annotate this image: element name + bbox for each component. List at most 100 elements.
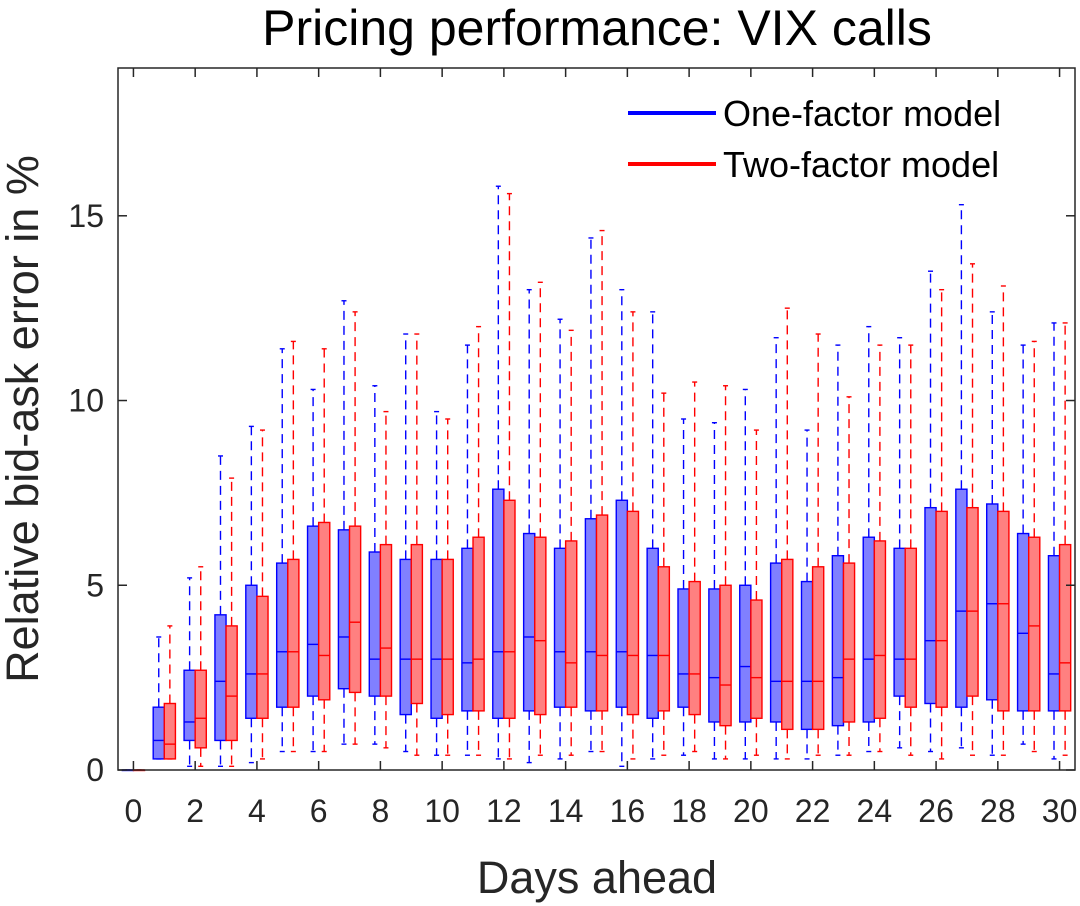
box-iqr — [430, 558, 443, 719]
box-iqr — [997, 510, 1010, 712]
box-iqr — [708, 588, 721, 723]
box-one-factor-day-2 — [183, 577, 196, 768]
box-two-factor-day-23 — [842, 396, 856, 756]
box-iqr — [862, 536, 876, 723]
box-two-factor-day-1 — [163, 625, 177, 760]
box-iqr — [626, 510, 640, 716]
box-two-factor-day-3 — [225, 477, 238, 768]
box-iqr — [986, 503, 999, 701]
y-tick-label: 0 — [86, 752, 104, 788]
box-iqr — [584, 518, 598, 712]
x-tick-label: 2 — [186, 793, 204, 829]
box-iqr — [595, 514, 609, 712]
box-iqr — [688, 580, 701, 716]
y-tick-label: 15 — [68, 198, 104, 234]
box-iqr — [534, 536, 547, 716]
box-iqr — [399, 558, 412, 716]
box-iqr — [492, 488, 505, 719]
x-tick-label: 30 — [1042, 793, 1078, 829]
x-tick-label: 12 — [486, 793, 522, 829]
box-iqr — [553, 547, 567, 708]
box-iqr — [152, 706, 166, 760]
box-two-factor-day-15 — [595, 229, 609, 753]
box-two-factor-day-27 — [966, 263, 979, 756]
box-iqr — [225, 625, 238, 742]
box-iqr — [183, 669, 196, 742]
box-iqr — [441, 558, 454, 716]
box-two-factor-day-28 — [997, 285, 1010, 756]
legend-label-two-factor: Two-factor model — [723, 144, 999, 185]
box-iqr — [615, 499, 629, 708]
box-iqr — [677, 588, 690, 708]
box-iqr — [472, 536, 485, 712]
box-iqr — [337, 529, 351, 690]
x-tick-label: 18 — [671, 793, 707, 829]
box-iqr — [873, 540, 887, 719]
boxes-layer — [121, 185, 1072, 772]
y-axis-label: Relative bid-ask error in % — [0, 155, 48, 683]
box-iqr — [719, 584, 732, 727]
box-two-factor-day-10 — [441, 418, 454, 756]
box-iqr — [657, 566, 671, 712]
box-iqr — [800, 580, 814, 731]
legend-label-one-factor: One-factor model — [723, 93, 1001, 134]
y-tick-label: 10 — [68, 383, 104, 419]
box-iqr — [831, 555, 845, 727]
box-iqr — [317, 521, 331, 701]
box-two-factor-day-20 — [750, 429, 763, 756]
box-iqr — [739, 584, 752, 723]
box-iqr — [646, 547, 659, 719]
box-two-factor-day-21 — [781, 307, 794, 760]
box-iqr — [256, 595, 269, 719]
box-iqr — [924, 506, 937, 705]
box-two-factor-day-14 — [564, 329, 578, 756]
box-iqr — [750, 599, 763, 719]
box-iqr — [245, 584, 258, 719]
box-iqr — [503, 499, 516, 719]
box-two-factor-day-16 — [626, 311, 640, 760]
box-two-factor-day-17 — [657, 392, 671, 756]
box-iqr — [1058, 543, 1072, 712]
box-two-factor-day-9 — [410, 333, 424, 756]
box-two-factor-day-12 — [503, 192, 516, 760]
box-two-factor-day-29 — [1027, 340, 1041, 753]
x-tick-label: 14 — [548, 793, 584, 829]
box-iqr — [966, 506, 979, 697]
x-tick-label: 10 — [424, 793, 460, 829]
box-two-factor-day-7 — [348, 311, 362, 745]
box-iqr — [955, 488, 968, 708]
box-two-factor-day-30 — [1058, 322, 1072, 756]
x-tick-label: 28 — [980, 793, 1016, 829]
x-tick-label: 24 — [857, 793, 893, 829]
box-two-factor-day-6 — [317, 348, 331, 753]
box-two-factor-day-13 — [534, 281, 547, 756]
box-iqr — [461, 547, 474, 712]
box-iqr — [287, 558, 300, 708]
box-iqr — [163, 702, 177, 760]
box-iqr — [368, 551, 382, 697]
box-two-factor-day-4 — [256, 429, 269, 760]
box-iqr — [1047, 555, 1061, 712]
box-iqr — [769, 562, 783, 723]
x-tick-label: 8 — [372, 793, 390, 829]
x-tick-label: 20 — [733, 793, 769, 829]
x-tick-label: 16 — [610, 793, 646, 829]
box-iqr — [275, 562, 289, 708]
box-iqr — [522, 532, 536, 712]
box-two-factor-day-25 — [904, 344, 918, 756]
box-two-factor-day-2 — [194, 566, 207, 768]
x-tick-label: 4 — [248, 793, 266, 829]
y-tick-label: 5 — [86, 567, 104, 603]
box-iqr — [348, 525, 362, 694]
legend: One-factor model Two-factor model — [628, 93, 1001, 185]
box-iqr — [842, 562, 856, 723]
box-iqr — [893, 547, 906, 697]
box-two-factor-day-24 — [873, 344, 887, 753]
box-iqr — [306, 525, 320, 697]
box-iqr — [781, 558, 794, 731]
box-iqr — [214, 614, 227, 742]
box-iqr — [904, 547, 918, 708]
box-two-factor-day-19 — [719, 385, 732, 760]
